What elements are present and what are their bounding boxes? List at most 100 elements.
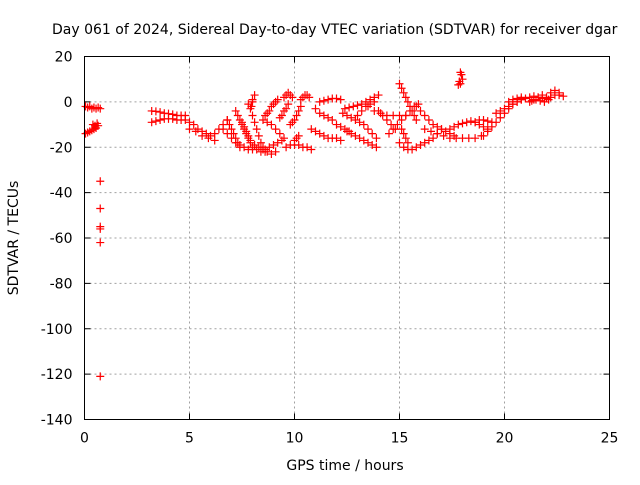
data-point-marker [240,122,249,131]
data-point-marker [231,106,240,115]
data-point-marker [219,125,228,134]
data-point-marker [273,138,282,147]
data-point-marker [233,111,242,120]
data-point-marker [395,138,404,147]
data-point-marker [311,104,320,113]
data-point-marker [191,127,200,136]
marker-layer [81,68,568,381]
data-point-marker [336,122,345,131]
data-point-marker [412,116,421,125]
data-point-marker [401,134,410,143]
data-point-marker [324,113,333,122]
y-tick-label: -120 [41,367,73,383]
data-point-marker [538,91,547,100]
data-point-marker [397,116,406,125]
data-point-marker [198,131,207,140]
data-point-marker [458,119,467,128]
data-point-marker [305,93,314,102]
data-point-marker [96,224,105,233]
data-point-marker [231,134,240,143]
data-point-marker [185,125,194,134]
data-point-marker [479,122,488,131]
data-point-marker [401,93,410,102]
data-point-marker [233,138,242,147]
x-tick-label: 5 [185,431,194,447]
data-point-marker [204,134,213,143]
data-point-marker [462,118,471,127]
data-point-marker [296,102,305,111]
data-point-marker [395,79,404,88]
data-point-marker [368,140,377,149]
data-point-marker [487,122,496,131]
data-point-marker [353,111,362,120]
data-point-marker [96,372,105,381]
data-point-marker [280,134,288,143]
data-point-marker [355,134,364,143]
data-point-marker [210,129,219,138]
data-point-marker [424,136,433,145]
data-point-marker [429,134,438,143]
y-tick-label: -140 [41,413,73,429]
data-point-marker [247,102,256,111]
data-point-marker [227,125,236,134]
data-point-marker [332,120,341,129]
data-point-marker [433,129,442,138]
x-axis-label: GPS time / hours [286,458,403,474]
data-point-marker [513,94,522,103]
data-point-marker [483,117,492,126]
data-point-marker [250,140,259,149]
data-point-marker [294,106,303,115]
data-point-marker [328,116,337,125]
data-point-marker [292,111,301,120]
data-point-marker [311,127,320,136]
data-point-marker [479,116,488,125]
data-point-marker [282,104,291,113]
data-point-marker [359,136,368,145]
data-point-marker [96,177,105,186]
data-point-marker [445,125,454,134]
data-point-marker [399,88,408,97]
plot-frame [84,56,610,420]
data-point-marker [307,145,316,154]
data-point-marker [420,125,429,134]
data-point-marker [347,129,356,138]
data-point-marker [248,111,257,120]
data-point-marker [147,118,156,127]
data-point-marker [357,106,366,115]
data-point-marker [277,111,286,120]
data-point-marker [397,125,406,134]
data-point-marker [246,136,255,145]
data-point-marker [263,118,272,127]
data-point-marker [185,118,194,127]
data-point-marker [259,116,267,125]
data-point-marker [315,129,324,138]
data-point-marker [319,131,328,140]
data-point-marker [151,117,160,126]
data-point-marker [238,118,246,127]
data-point-marker [437,125,446,134]
data-point-marker [492,109,501,118]
data-point-marker [202,129,211,138]
data-point-marker [370,97,379,106]
data-point-marker [156,108,165,117]
data-point-marker [521,94,530,103]
data-point-marker [508,95,517,104]
data-point-marker [389,125,398,134]
data-point-marker [424,116,433,125]
data-point-marker [357,100,366,109]
y-tick-label: -40 [50,186,73,202]
data-point-marker [532,95,540,104]
data-point-marker [248,97,257,106]
data-point-marker [250,91,259,100]
data-point-marker [181,116,190,125]
data-point-marker [471,134,480,143]
data-point-marker [364,125,372,134]
data-point-marker [168,114,177,123]
data-point-marker [403,97,412,106]
data-point-marker [550,86,559,95]
data-point-marker [343,127,351,136]
x-tick-label: 0 [80,431,89,447]
x-tick-label: 20 [496,431,514,447]
